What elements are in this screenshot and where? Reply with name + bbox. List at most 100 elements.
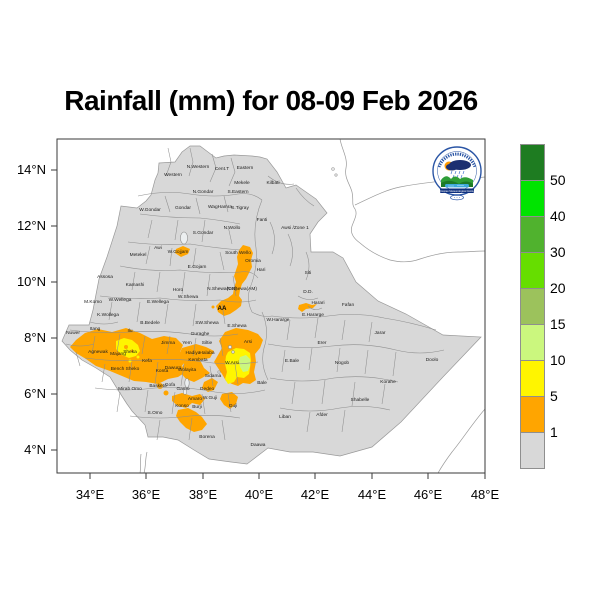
legend-cell: [520, 252, 545, 289]
region-label: Jimma: [161, 340, 175, 346]
red-sea-island: [331, 167, 335, 171]
region-label: B.Bedele: [140, 320, 160, 326]
region-label: E.Bale: [285, 358, 299, 364]
lake-ziway: [228, 345, 232, 349]
region-label: Konso: [175, 403, 189, 409]
page-title: Rainfall (mm) for 08-09 Feb 2026: [64, 85, 478, 116]
legend-label: 1: [550, 424, 558, 440]
region-label: W.Guji: [203, 395, 217, 401]
ethiopia-region: [61, 145, 482, 465]
waves-icon: [448, 185, 464, 187]
region-label: W.Gojjam: [168, 249, 189, 255]
legend-label: 10: [550, 352, 566, 368]
rain-dot-yellow: [128, 359, 132, 363]
region-label: Gamo: [176, 386, 189, 392]
region-label: Guraghe: [191, 331, 210, 337]
region-label: D.D.: [303, 289, 313, 295]
region-label: Hari: [257, 267, 266, 273]
logo-seal-dot: [456, 197, 458, 198]
legend-labels: 50 40 30 20 15 10 5 1: [550, 144, 584, 468]
rain-patch-ehararge: [298, 303, 317, 312]
region-label: Guji: [229, 403, 238, 409]
region-label: Majang: [110, 351, 126, 357]
region-label: Bench Sheko: [111, 366, 140, 372]
region-label: Kembata: [188, 357, 208, 363]
region-label: Siti: [305, 270, 312, 276]
region-labels: Western N.Western Cent.T Eastern Mekele S.Eas…: [66, 164, 439, 448]
region-label: N.Shewa(OR): [207, 286, 237, 292]
region-label: Itang: [90, 326, 101, 332]
logo-seal: [450, 194, 464, 201]
region-label: Sheka: [123, 349, 137, 355]
region-label: Dawuro: [165, 365, 182, 371]
region-label: South Wello: [225, 250, 251, 256]
emi-logo-art: Ethiopian Meteorological Institute: [432, 146, 482, 201]
region-label: Burji: [192, 404, 202, 410]
lake-chamo: [183, 389, 188, 395]
logo-seal-dot: [454, 197, 455, 198]
legend-cell: [520, 396, 545, 433]
lake-langano: [231, 350, 235, 354]
region-label: Afder: [316, 412, 328, 418]
lake-turkana-shore: [139, 451, 148, 473]
region-label: Gondar: [175, 205, 191, 211]
x-tick-label: 40°E: [244, 487, 274, 502]
region-label: Siltie: [202, 340, 213, 346]
region-label: Kilbati: [266, 180, 279, 186]
region-label: Nuwer: [66, 330, 80, 336]
lake-tana: [180, 231, 188, 245]
region-label: Nogob: [335, 360, 349, 366]
region-label: Gedeo: [200, 386, 215, 392]
rain-dot-orange-in-yellow: [130, 349, 134, 353]
region-label: Awsi /Zone 1: [281, 225, 309, 231]
region-label: W.Gondar: [139, 207, 161, 213]
logo-arc-script: [437, 152, 477, 168]
logo-banner-text: Ethiopian Meteorological Institute: [438, 189, 477, 193]
x-tick-label: 36°E: [131, 487, 161, 502]
region-label: S.Gondar: [193, 230, 214, 236]
rain-patch-gedeo: [202, 378, 218, 392]
red-sea-island: [334, 173, 338, 177]
region-label: K.Wollega: [97, 312, 119, 318]
rain-patch-south-wello-strip: [216, 245, 253, 316]
region-label: Mekele: [234, 180, 250, 186]
rain-dot-orange-in-yellow: [124, 345, 128, 349]
y-tick-label: 10°N: [16, 274, 46, 289]
legend-label: 30: [550, 244, 566, 260]
region-label: Kefa: [142, 358, 152, 364]
legend-label: 15: [550, 316, 566, 332]
region-label: Daawa: [251, 442, 266, 448]
region-label: Bale: [257, 380, 267, 386]
cloud-icon: [446, 163, 458, 171]
region-label: Agnewak: [88, 349, 108, 355]
y-tick-label: 8°N: [24, 330, 46, 345]
x-tick-label: 34°E: [75, 487, 105, 502]
region-label: WagHamra: [208, 204, 232, 210]
region-label: Mirab Omo: [118, 386, 142, 392]
region-label: Halaba: [199, 350, 215, 356]
region-label: N.Gondar: [193, 189, 214, 195]
region-label: Korahe: [380, 379, 396, 385]
legend-cell: [520, 288, 545, 325]
y-tick-label: 14°N: [16, 162, 46, 177]
region-label: W.Arsi: [225, 360, 239, 366]
legend-cell: [520, 216, 545, 253]
region-label: Oromia: [245, 258, 261, 264]
rain-dot-yellow: [136, 355, 140, 359]
region-label: S.Omo: [148, 410, 163, 416]
lake-abaya: [184, 378, 190, 388]
rain-dot: [211, 305, 215, 309]
legend-label: 40: [550, 208, 566, 224]
region-label: N.Shewa(AM): [227, 286, 257, 292]
axis-ticks: [51, 169, 486, 479]
logo-seal-dot: [459, 197, 460, 198]
region-label: Eastern: [237, 165, 254, 171]
region-label: Sidama: [205, 373, 222, 379]
legend-cell: [520, 432, 545, 469]
region-label: Metekel: [130, 252, 147, 258]
logo-banner: [440, 188, 474, 193]
legend-label: 5: [550, 388, 558, 404]
region-label: N.Wollo: [224, 225, 241, 231]
region-label: S.Eastern: [227, 189, 248, 195]
